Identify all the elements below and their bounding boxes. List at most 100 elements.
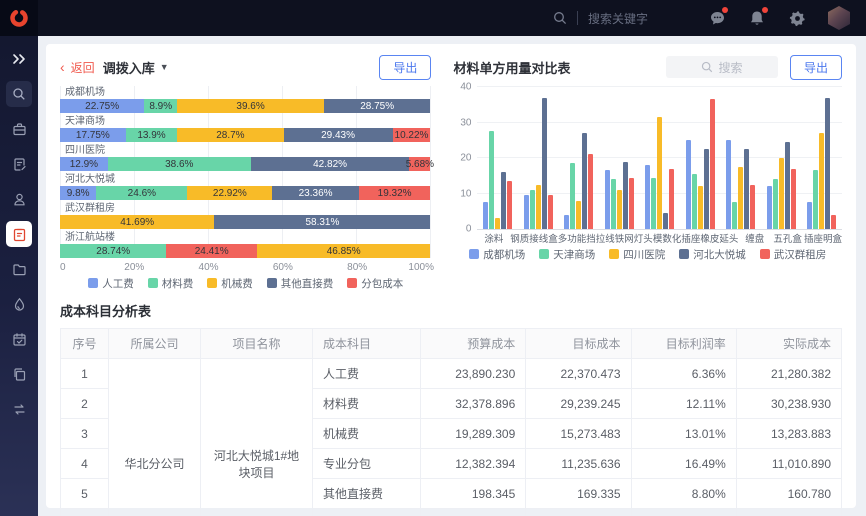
- sidebar-item-transfer[interactable]: [6, 396, 32, 422]
- bar[interactable]: [604, 170, 610, 229]
- bar[interactable]: [703, 149, 709, 229]
- bar-segment[interactable]: 28.7%: [177, 128, 284, 142]
- bar-segment[interactable]: 10.22%: [392, 128, 431, 142]
- bar[interactable]: [489, 131, 495, 229]
- bar[interactable]: [616, 189, 622, 229]
- bar[interactable]: [778, 158, 784, 229]
- legend-item[interactable]: 天津商场: [539, 247, 595, 262]
- bar-segment[interactable]: 13.9%: [125, 128, 178, 142]
- messages-button[interactable]: [708, 7, 728, 27]
- legend-item[interactable]: 河北大悦城: [679, 247, 746, 262]
- sidebar-item-calendar[interactable]: [6, 326, 32, 352]
- bar[interactable]: [628, 177, 634, 229]
- bar[interactable]: [529, 189, 535, 229]
- sidebar-item-inventory-active[interactable]: [6, 221, 32, 247]
- bar[interactable]: [784, 142, 790, 229]
- bar-segment[interactable]: 58.31%: [214, 215, 431, 229]
- legend-item[interactable]: 人工费: [88, 276, 134, 291]
- bar[interactable]: [547, 195, 553, 229]
- bar-segment[interactable]: 24.6%: [96, 186, 188, 200]
- bar-segment[interactable]: 12.9%: [60, 157, 108, 171]
- bar[interactable]: [790, 168, 796, 229]
- bar-segment[interactable]: 42.82%: [250, 157, 410, 171]
- sidebar-item-search[interactable]: [6, 81, 32, 107]
- bar[interactable]: [541, 97, 547, 229]
- settings-button[interactable]: [788, 9, 806, 27]
- bar[interactable]: [685, 140, 691, 229]
- bar-segment[interactable]: 5.68%: [405, 157, 435, 171]
- bar[interactable]: [726, 140, 732, 229]
- bar[interactable]: [570, 163, 576, 229]
- bar[interactable]: [582, 133, 588, 229]
- bar-segment[interactable]: 9.8%: [60, 186, 97, 200]
- bar-segment[interactable]: 8.9%: [144, 99, 178, 113]
- bar[interactable]: [588, 154, 594, 229]
- bar[interactable]: [691, 173, 697, 229]
- bar-segment[interactable]: 38.6%: [107, 157, 251, 171]
- bar-segment[interactable]: 29.43%: [283, 128, 393, 142]
- bar[interactable]: [813, 170, 819, 229]
- bar[interactable]: [535, 184, 541, 229]
- bar[interactable]: [831, 214, 837, 229]
- bar-segment[interactable]: 39.6%: [177, 99, 324, 113]
- bar[interactable]: [523, 195, 529, 229]
- bar[interactable]: [669, 168, 675, 229]
- bar[interactable]: [697, 186, 703, 229]
- bar[interactable]: [645, 165, 651, 229]
- bar[interactable]: [501, 172, 507, 229]
- alerts-button[interactable]: [748, 7, 768, 27]
- bar[interactable]: [663, 213, 669, 229]
- bar[interactable]: [651, 177, 657, 229]
- bar[interactable]: [483, 202, 489, 229]
- bar[interactable]: [744, 149, 750, 229]
- bar[interactable]: [772, 179, 778, 229]
- sidebar-item-document[interactable]: [6, 151, 32, 177]
- bar-segment[interactable]: 41.69%: [60, 215, 215, 229]
- bar[interactable]: [766, 186, 772, 229]
- bar[interactable]: [495, 218, 501, 229]
- bar[interactable]: [610, 179, 616, 229]
- legend-item[interactable]: 四川医院: [609, 247, 665, 262]
- bar[interactable]: [507, 181, 513, 229]
- bar[interactable]: [750, 184, 756, 229]
- app-logo[interactable]: [0, 0, 38, 36]
- bar-segment[interactable]: 46.85%: [256, 244, 431, 258]
- legend-item[interactable]: 武汉群租房: [759, 247, 826, 262]
- legend-item[interactable]: 其他直接费: [266, 276, 333, 291]
- bar[interactable]: [807, 202, 813, 229]
- sidebar-item-user[interactable]: [6, 186, 32, 212]
- bar[interactable]: [738, 166, 744, 229]
- sidebar-item-folder[interactable]: [6, 256, 32, 282]
- sidebar-item-briefcase[interactable]: [6, 116, 32, 142]
- bar-segment[interactable]: 17.75%: [60, 128, 126, 142]
- bar-segment[interactable]: 28.75%: [323, 99, 431, 113]
- legend-item[interactable]: 材料费: [147, 276, 193, 291]
- bar-segment[interactable]: 22.92%: [187, 186, 273, 200]
- page-title-dropdown[interactable]: 调拨入库 ▼: [103, 58, 169, 77]
- bar-segment[interactable]: 22.75%: [60, 99, 145, 113]
- bar[interactable]: [622, 161, 628, 229]
- back-button[interactable]: ‹ 返回: [60, 59, 95, 76]
- global-search[interactable]: 搜索关键字: [553, 10, 648, 27]
- bar[interactable]: [657, 117, 663, 229]
- user-avatar[interactable]: [828, 6, 850, 30]
- bar[interactable]: [576, 200, 582, 229]
- legend-item[interactable]: 分包成本: [347, 276, 403, 291]
- legend-item[interactable]: 成都机场: [469, 247, 525, 262]
- bar-segment[interactable]: 19.32%: [358, 186, 431, 200]
- sidebar-item-materials[interactable]: [6, 291, 32, 317]
- sidebar-item-copy[interactable]: [6, 361, 32, 387]
- panel-search-input[interactable]: 搜索: [665, 56, 778, 78]
- bar-segment[interactable]: 28.74%: [60, 244, 167, 258]
- export-button-left[interactable]: 导出: [379, 54, 432, 80]
- bar[interactable]: [825, 97, 831, 229]
- bar[interactable]: [709, 99, 715, 229]
- bar-segment[interactable]: 23.36%: [272, 186, 359, 200]
- bar[interactable]: [819, 133, 825, 229]
- bar[interactable]: [564, 214, 570, 229]
- legend-item[interactable]: 机械费: [207, 276, 253, 291]
- sidebar-collapse-button[interactable]: [6, 46, 32, 72]
- bar[interactable]: [732, 202, 738, 229]
- bar-segment[interactable]: 24.41%: [166, 244, 257, 258]
- export-button-right[interactable]: 导出: [789, 54, 842, 80]
